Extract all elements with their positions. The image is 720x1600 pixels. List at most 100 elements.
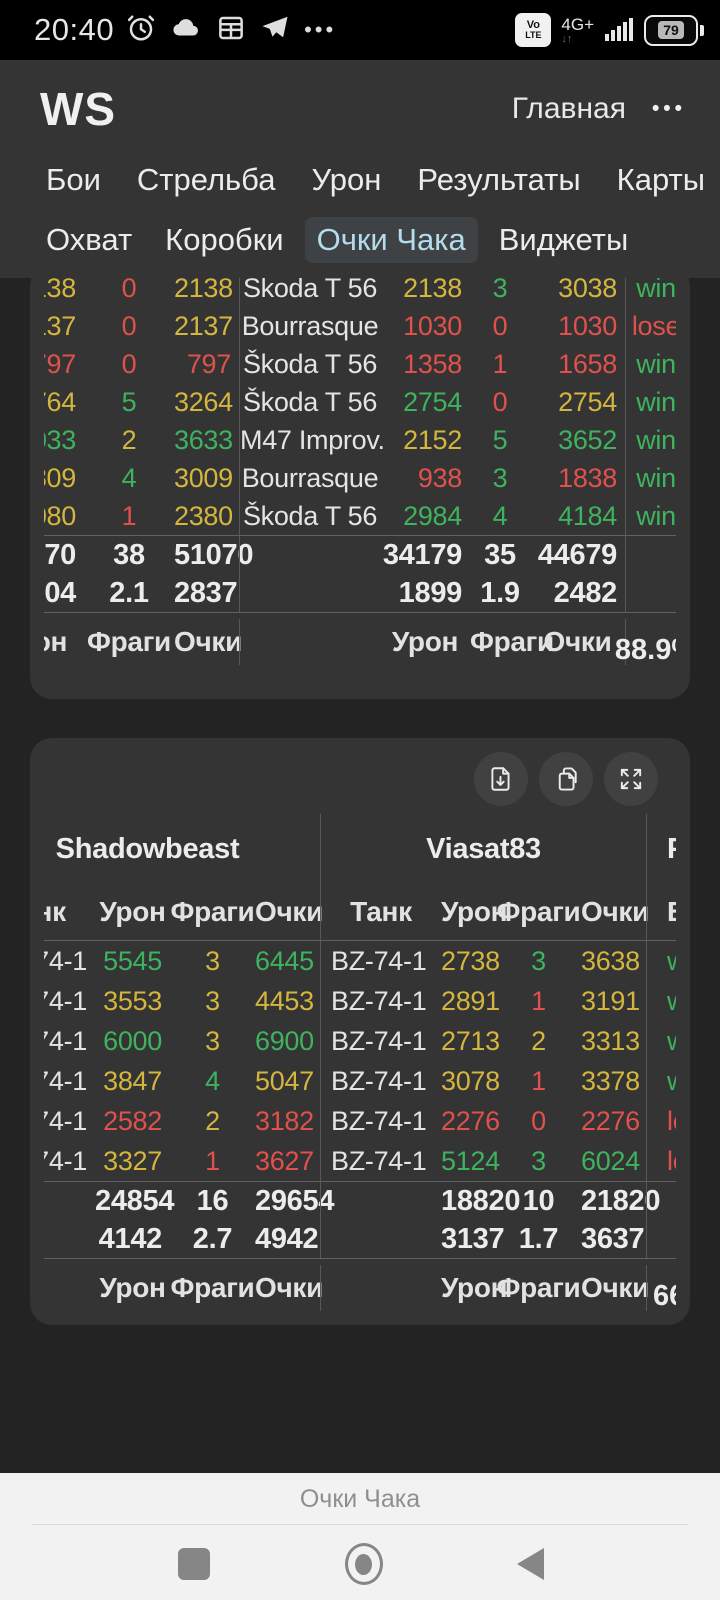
totals-row: 24854 16 29654 18820 10 21820 xyxy=(44,1181,676,1220)
page-title: Очки Чака xyxy=(299,1485,421,1513)
column-divider xyxy=(646,1265,647,1311)
alarm-icon xyxy=(126,13,156,48)
download-file-icon xyxy=(491,767,510,791)
tank-name: M47 Improv. xyxy=(240,424,385,455)
battle-result: win xyxy=(647,1066,676,1097)
column-divider xyxy=(320,1265,321,1311)
column-divider xyxy=(646,1101,647,1141)
column-divider xyxy=(239,269,240,307)
network-type: 4G+ ↓↑ xyxy=(561,14,594,45)
column-divider xyxy=(320,1220,321,1258)
nav-row-2: Охват Коробки Очки Чака Виджеты xyxy=(0,217,720,263)
nav-item-damage[interactable]: Урон xyxy=(311,162,382,197)
column-divider xyxy=(625,421,626,459)
column-divider xyxy=(320,1021,321,1061)
column-divider xyxy=(625,459,626,497)
nav-item-maps[interactable]: Карты xyxy=(616,162,705,197)
column-divider xyxy=(625,269,626,307)
nav-item-boxes[interactable]: Коробки xyxy=(165,222,284,257)
result-header: Результат xyxy=(647,833,676,866)
battery-percent: 79 xyxy=(658,20,684,40)
table-row: 3033 2 3633 M47 Improv. 2152 5 3652 win xyxy=(44,421,676,459)
divider xyxy=(32,1524,688,1525)
stats-table-1: 2138 0 2138 Škoda T 56 2138 3 3038 win 2… xyxy=(44,269,676,665)
column-divider xyxy=(239,619,240,665)
table-footer: Урон Фраги Очки Урон Фраги Очки xyxy=(44,612,676,665)
column-divider xyxy=(646,814,647,884)
table-row: 797 0 797 Škoda T 56 1358 1 1658 win xyxy=(44,345,676,383)
table-row: 2080 1 2380 Škoda T 56 2984 4 4184 win xyxy=(44,497,676,535)
nav-item-chuck-points[interactable]: Очки Чака xyxy=(304,217,478,263)
tank-name: Škoda T 56 xyxy=(242,500,378,531)
tank-name: BZ-74-1 xyxy=(331,1025,427,1056)
stats-table-2: Shadowbeast Viasat83 Результат Танк Урон… xyxy=(44,806,676,1311)
column-headers-row: Танк Урон Фраги Очки Танк Урон Фраги Очк… xyxy=(44,884,676,940)
expand-button[interactable] xyxy=(604,752,658,806)
player-names-row: Shadowbeast Viasat83 Результат xyxy=(44,806,676,884)
tank-name: BZ-74-1 xyxy=(331,1065,427,1096)
schedule-icon xyxy=(216,13,246,48)
tank-name: Škoda T 56 xyxy=(242,386,378,417)
battle-result: win xyxy=(636,386,676,417)
player-name: Viasat83 xyxy=(426,832,541,865)
table-row: BZ-74-1 3327 1 3627 BZ-74-1 5124 3 6024 … xyxy=(44,1141,676,1181)
chuck-points-table-card-1: 2138 0 2138 Škoda T 56 2138 3 3038 win 2… xyxy=(30,264,690,699)
battle-result: win xyxy=(647,946,676,977)
browser-bottom-bar: Очки Чака xyxy=(0,1473,720,1600)
nav-item-coverage[interactable]: Охват xyxy=(46,222,133,257)
telegram-icon xyxy=(260,13,290,48)
nav-item-results[interactable]: Результаты xyxy=(417,162,581,197)
copy-icon xyxy=(558,767,577,791)
signal-bars-icon xyxy=(604,14,634,47)
tank-name: BZ-74-1 xyxy=(331,945,427,976)
site-logo[interactable]: WS xyxy=(40,83,117,135)
tank-name: BZ-74-1 xyxy=(44,1065,87,1096)
nav-item-widgets[interactable]: Виджеты xyxy=(498,222,629,257)
battle-result: win xyxy=(636,500,676,531)
recents-button[interactable] xyxy=(178,1548,210,1580)
home-link[interactable]: Главная xyxy=(511,92,626,125)
chuck-points-table-card-2: Shadowbeast Viasat83 Результат Танк Урон… xyxy=(30,738,690,1325)
battery-indicator: 79 xyxy=(644,14,704,46)
battle-result: lose xyxy=(631,310,676,341)
notification-overflow-icon: ••• xyxy=(304,17,337,42)
column-divider xyxy=(320,1182,321,1220)
tank-name: BZ-74-1 xyxy=(44,1025,87,1056)
battle-result: lose xyxy=(667,1105,676,1136)
totals-row: 39670 38 51070 34179 35 44679 xyxy=(44,535,676,574)
tank-name: Bourrasque xyxy=(241,310,379,341)
nav-item-battles[interactable]: Бои xyxy=(46,162,101,197)
clock: 20:40 xyxy=(34,12,115,47)
column-divider xyxy=(625,619,626,665)
battle-result: win xyxy=(636,424,676,455)
battle-result: win xyxy=(636,348,676,379)
copy-button[interactable] xyxy=(539,752,593,806)
column-divider xyxy=(239,459,240,497)
column-divider xyxy=(646,941,647,981)
download-button[interactable] xyxy=(474,752,528,806)
win-rate: 88.9% xyxy=(614,633,676,666)
home-button[interactable] xyxy=(344,1543,383,1585)
column-divider xyxy=(320,1061,321,1101)
column-divider xyxy=(646,1061,647,1101)
tank-name: Bourrasque xyxy=(241,462,379,493)
column-divider xyxy=(625,307,626,345)
back-button[interactable] xyxy=(517,1548,544,1580)
tank-name: BZ-74-1 xyxy=(44,945,87,976)
android-nav-bar xyxy=(0,1525,720,1585)
tank-name: BZ-74-1 xyxy=(44,1145,87,1176)
table-row: 2137 0 2137 Bourrasque 1030 0 1030 lose xyxy=(44,307,676,345)
column-divider xyxy=(239,421,240,459)
table-row: BZ-74-1 2582 2 3182 BZ-74-1 2276 0 2276 … xyxy=(44,1101,676,1141)
cloud-icon xyxy=(170,13,202,48)
volte-badge: Vo LTE xyxy=(515,13,552,47)
menu-overflow-icon[interactable]: ••• xyxy=(651,97,686,120)
app-header: WS Главная ••• Бои Стрельба Урон Результ… xyxy=(0,60,720,278)
data-arrows-icon: ↓↑ xyxy=(561,32,573,45)
column-divider xyxy=(625,383,626,421)
nav-item-shooting[interactable]: Стрельба xyxy=(136,162,276,197)
column-divider xyxy=(239,536,240,574)
home-icon xyxy=(355,1553,372,1575)
column-divider xyxy=(320,814,321,884)
column-divider xyxy=(239,383,240,421)
